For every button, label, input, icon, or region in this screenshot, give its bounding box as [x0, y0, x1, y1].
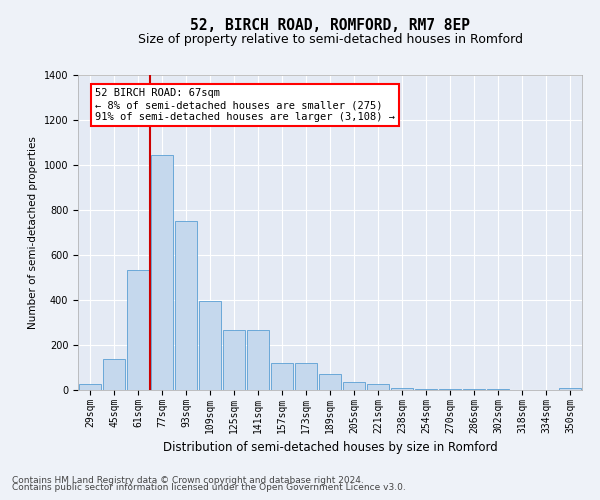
Bar: [247, 330, 269, 390]
Y-axis label: Number of semi-detached properties: Number of semi-detached properties: [28, 136, 38, 329]
Text: 52, BIRCH ROAD, ROMFORD, RM7 8EP: 52, BIRCH ROAD, ROMFORD, RM7 8EP: [190, 18, 470, 32]
Bar: [175, 221, 197, 390]
Bar: [559, 388, 581, 390]
Bar: [463, 389, 485, 390]
Bar: [367, 384, 389, 390]
Bar: [415, 389, 437, 390]
Bar: [151, 155, 173, 390]
Bar: [319, 374, 341, 390]
Bar: [103, 358, 125, 390]
Text: Size of property relative to semi-detached houses in Romford: Size of property relative to semi-detach…: [137, 32, 523, 46]
Bar: [439, 389, 461, 390]
Bar: [391, 388, 413, 390]
Bar: [487, 389, 509, 390]
Text: Contains HM Land Registry data © Crown copyright and database right 2024.: Contains HM Land Registry data © Crown c…: [12, 476, 364, 485]
Text: Contains public sector information licensed under the Open Government Licence v3: Contains public sector information licen…: [12, 484, 406, 492]
Bar: [199, 301, 221, 390]
Bar: [343, 382, 365, 390]
Text: 52 BIRCH ROAD: 67sqm
← 8% of semi-detached houses are smaller (275)
91% of semi-: 52 BIRCH ROAD: 67sqm ← 8% of semi-detach…: [95, 88, 395, 122]
Bar: [271, 363, 293, 390]
Bar: [223, 330, 245, 390]
X-axis label: Distribution of semi-detached houses by size in Romford: Distribution of semi-detached houses by …: [163, 441, 497, 454]
Bar: [79, 384, 101, 390]
Bar: [295, 363, 317, 390]
Bar: [127, 270, 149, 390]
